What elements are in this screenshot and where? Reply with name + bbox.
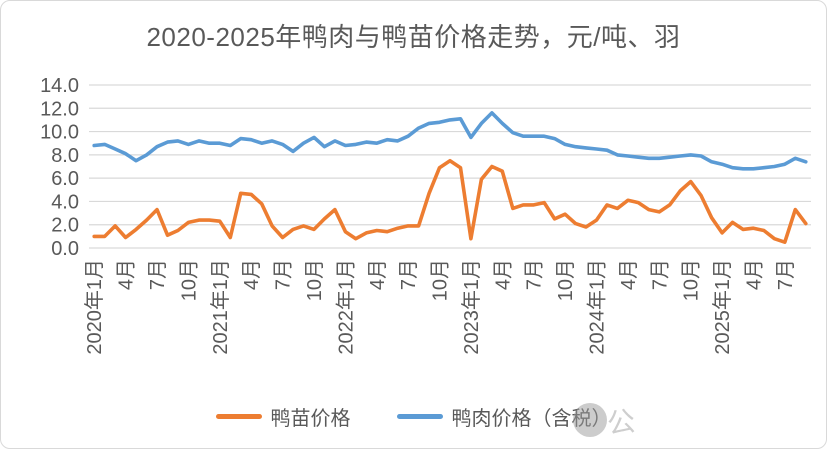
y-tick-label: 6.0	[51, 168, 79, 190]
legend-swatch-duck-meat-icon	[396, 414, 443, 419]
x-tick-label: 4月	[241, 259, 263, 290]
x-tick-label: 7月	[273, 259, 295, 290]
x-tick-label: 4月	[743, 259, 765, 290]
legend-label-duckling: 鸭苗价格	[270, 408, 351, 430]
x-tick-label: 2025年1月	[711, 259, 734, 355]
legend-label-duck-meat: 鸭肉价格（含税）	[451, 408, 612, 430]
y-tick-label: 2.0	[51, 215, 79, 237]
x-tick-label: 2021年1月	[209, 259, 232, 355]
chart-title: 2020-2025年鸭肉与鸭苗价格走势，元/吨、羽	[146, 22, 681, 52]
x-tick-label: 2022年1月	[334, 259, 357, 355]
x-tick-label: 2023年1月	[460, 259, 483, 355]
x-tick-label: 10月	[304, 259, 326, 301]
x-tick-label: 7月	[775, 259, 797, 290]
x-tick-label: 10月	[555, 259, 577, 301]
series-line-1	[92, 111, 808, 171]
chart-legend: 鸭苗价格 鸭肉价格（含税）	[1, 402, 826, 431]
x-tick-label: 10月	[430, 259, 452, 301]
x-tick-label: 2020年1月	[83, 259, 106, 355]
x-tick-label: 7月	[147, 259, 169, 290]
x-tick-label: 7月	[649, 259, 671, 290]
x-tick-label: 7月	[524, 259, 546, 290]
legend-item-duck-meat-price[interactable]: 鸭肉价格（含税）	[396, 402, 612, 431]
y-tick-label: 8.0	[51, 145, 79, 167]
x-tick-label: 10月	[681, 259, 703, 301]
y-tick-label: 0.0	[51, 238, 79, 260]
x-tick-label: 4月	[492, 259, 514, 290]
legend-item-duckling-price[interactable]: 鸭苗价格	[215, 402, 351, 431]
y-tick-label: 14.0	[40, 75, 79, 97]
series-line-0	[92, 158, 808, 244]
x-tick-label: 7月	[398, 259, 420, 290]
x-tick-label: 10月	[178, 259, 200, 301]
y-tick-label: 4.0	[51, 191, 79, 213]
x-tick-label: 4月	[116, 259, 138, 290]
legend-swatch-duckling-icon	[215, 414, 262, 419]
x-tick-label: 4月	[618, 259, 640, 290]
x-tick-label: 2024年1月	[585, 259, 608, 355]
x-tick-label: 4月	[367, 259, 389, 290]
y-tick-label: 12.0	[40, 98, 79, 120]
y-tick-label: 10.0	[40, 122, 79, 144]
